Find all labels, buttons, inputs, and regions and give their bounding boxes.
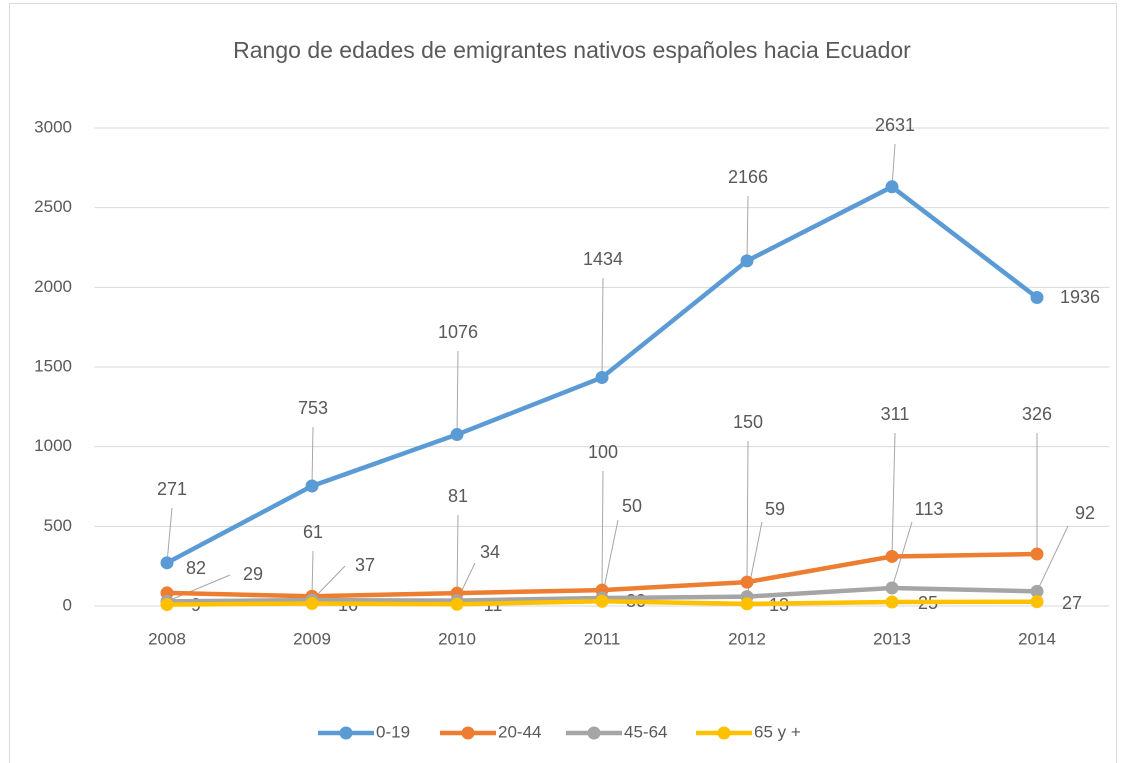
series xyxy=(160,180,1044,570)
point xyxy=(595,371,609,385)
data-label: 27 xyxy=(1062,593,1082,613)
leader-line xyxy=(891,432,896,557)
leader-line xyxy=(311,426,314,487)
y-tick-label: 0 xyxy=(63,595,72,614)
legend-marker xyxy=(339,726,353,740)
point xyxy=(885,180,899,194)
legend-item: 0-19 xyxy=(318,722,410,741)
point xyxy=(885,549,899,563)
legend-label: 20-44 xyxy=(498,722,541,741)
point xyxy=(1030,291,1044,305)
data-label: 1076 xyxy=(438,322,478,342)
point xyxy=(595,594,609,608)
leader-line xyxy=(166,574,231,602)
data-label: 2631 xyxy=(875,115,915,135)
leader-line xyxy=(166,507,173,563)
y-tick-label: 1000 xyxy=(34,436,72,455)
point xyxy=(740,254,754,268)
x-tick-label: 2013 xyxy=(873,629,911,648)
data-label: 311 xyxy=(881,404,910,424)
data-label: 271 xyxy=(157,479,187,499)
point xyxy=(885,581,899,595)
point xyxy=(885,595,899,609)
data-label: 1936 xyxy=(1060,287,1100,307)
data-label: 37 xyxy=(355,555,375,575)
leader-line xyxy=(1036,525,1069,592)
legend-marker xyxy=(717,726,731,740)
leader-line xyxy=(891,143,896,187)
legend-item: 20-44 xyxy=(440,722,541,741)
data-label: 34 xyxy=(480,542,500,562)
legend-item: 45-64 xyxy=(566,722,667,741)
point xyxy=(160,598,174,612)
data-label: 113 xyxy=(915,499,944,519)
x-tick-label: 2011 xyxy=(584,629,621,648)
leader-line xyxy=(601,277,604,378)
chart-border xyxy=(9,3,1117,763)
data-label: 326 xyxy=(1022,404,1052,424)
data-label: 753 xyxy=(298,398,328,418)
data-label: 82 xyxy=(186,558,206,578)
point xyxy=(450,428,464,442)
y-tick-label: 2000 xyxy=(34,277,72,296)
y-tick-label: 3000 xyxy=(34,117,72,136)
point xyxy=(740,597,754,611)
data-label: 61 xyxy=(303,522,323,542)
y-tick-label: 1500 xyxy=(34,356,72,375)
data-label: 81 xyxy=(448,486,468,506)
data-label: 59 xyxy=(765,499,785,519)
data-label: 150 xyxy=(733,412,763,432)
y-tick-label: 2500 xyxy=(34,197,72,216)
y-tick-label: 500 xyxy=(44,516,72,535)
x-tick-label: 2009 xyxy=(293,629,331,648)
x-tick-label: 2010 xyxy=(438,629,476,648)
legend-label: 0-19 xyxy=(376,722,410,741)
point xyxy=(740,575,754,589)
legend-marker xyxy=(461,726,475,740)
point xyxy=(305,479,319,493)
point xyxy=(1030,547,1044,561)
data-label: 2166 xyxy=(728,167,768,187)
legend-marker xyxy=(587,726,601,740)
data-label: 29 xyxy=(243,564,263,584)
point xyxy=(305,596,319,610)
leader-line xyxy=(746,440,749,583)
leader-line xyxy=(311,550,314,597)
leader-line xyxy=(456,350,459,435)
x-tick-label: 2008 xyxy=(148,629,186,648)
x-tick-label: 2012 xyxy=(728,629,766,648)
chart-title: Rango de edades de emigrantes nativos es… xyxy=(233,37,911,63)
leader-line xyxy=(746,195,749,261)
point xyxy=(1030,595,1044,609)
data-label: 92 xyxy=(1075,503,1095,523)
data-label: 100 xyxy=(588,442,618,462)
point xyxy=(450,597,464,611)
point xyxy=(160,556,174,570)
series xyxy=(160,594,1044,612)
point xyxy=(1030,584,1044,598)
leader-line xyxy=(601,470,604,591)
data-labels: 271 753 1076 1434 2166 2631 1936 82 61 81 100 150 31… xyxy=(157,115,1100,615)
legend-label: 45-64 xyxy=(624,722,667,741)
legend-item: 65 y + xyxy=(696,722,801,741)
legend-label: 65 y + xyxy=(754,722,801,741)
data-label: 50 xyxy=(622,496,642,516)
data-label: 1434 xyxy=(583,249,623,269)
x-tick-label: 2014 xyxy=(1018,629,1056,648)
leader-line xyxy=(456,514,459,594)
